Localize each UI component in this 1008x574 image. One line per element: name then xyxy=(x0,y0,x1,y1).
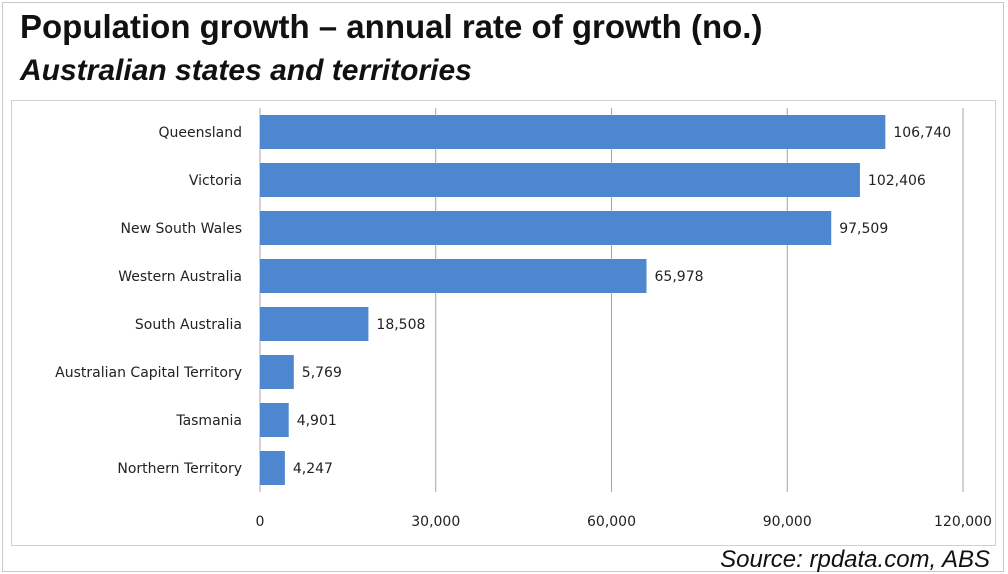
bar xyxy=(260,163,860,197)
data-label: 102,406 xyxy=(868,173,926,189)
category-label: Northern Territory xyxy=(117,461,242,477)
chart-subtitle: Australian states and territories xyxy=(20,54,472,87)
data-label: 4,247 xyxy=(293,461,333,477)
chart-title: Population growth – annual rate of growt… xyxy=(20,8,763,45)
x-tick-label: 120,000 xyxy=(934,514,992,530)
plot-area-border xyxy=(11,100,996,546)
data-label: 65,978 xyxy=(655,269,704,285)
category-label: Western Australia xyxy=(118,269,242,285)
x-tick-label: 60,000 xyxy=(587,514,636,530)
category-label: Queensland xyxy=(158,125,242,141)
x-tick-label: 0 xyxy=(256,514,265,530)
category-label: South Australia xyxy=(135,317,242,333)
data-label: 4,901 xyxy=(297,413,337,429)
data-label: 106,740 xyxy=(893,125,951,141)
category-label: Victoria xyxy=(189,173,242,189)
data-label: 97,509 xyxy=(839,221,888,237)
x-tick-label: 30,000 xyxy=(411,514,460,530)
bar xyxy=(260,115,886,149)
bar xyxy=(260,211,832,245)
data-label: 5,769 xyxy=(302,365,342,381)
x-tick-label: 90,000 xyxy=(763,514,812,530)
category-label: New South Wales xyxy=(121,221,242,237)
bar xyxy=(260,451,285,485)
bar xyxy=(260,403,289,437)
bar xyxy=(260,259,647,293)
bar xyxy=(260,307,369,341)
category-label: Tasmania xyxy=(175,413,242,429)
data-label: 18,508 xyxy=(376,317,425,333)
category-label: Australian Capital Territory xyxy=(55,365,242,381)
bar xyxy=(260,355,294,389)
source-note: Source: rpdata.com, ABS xyxy=(720,546,990,573)
